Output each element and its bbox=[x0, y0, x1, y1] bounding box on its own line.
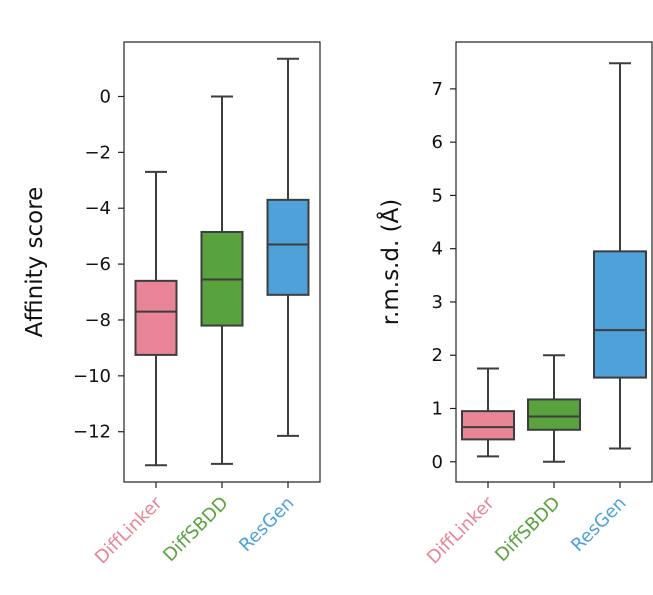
y-tick-label: 2 bbox=[432, 345, 443, 366]
box-difflinker bbox=[461, 410, 515, 441]
y-tick-label: −4 bbox=[84, 198, 111, 219]
x-category-label: ResGen bbox=[235, 493, 298, 556]
x-category-label: DiffSBDD bbox=[491, 493, 564, 566]
y-tick-label: −12 bbox=[73, 422, 111, 443]
affinity-panel: 0 −2 −4 −6 −8 −10 −12 Affinity score DiffLinkerD… bbox=[22, 41, 321, 568]
box-difflinker bbox=[134, 279, 178, 356]
y-tick-label: 0 bbox=[432, 452, 443, 473]
y-tick-label: 4 bbox=[432, 239, 443, 260]
y-tick-label: −6 bbox=[84, 254, 111, 275]
y-tick-label: 3 bbox=[432, 292, 443, 313]
box-resgen bbox=[593, 250, 647, 379]
y-tick-label: −8 bbox=[84, 310, 111, 331]
x-category-label: DiffLinker bbox=[423, 492, 499, 568]
y-tick-label: 5 bbox=[432, 185, 443, 206]
box-diffsbdd bbox=[527, 398, 581, 431]
y-tick-label: 0 bbox=[100, 86, 111, 107]
x-category-label: DiffLinker bbox=[91, 492, 167, 568]
x-category-label: DiffSBDD bbox=[159, 493, 232, 566]
box-resgen bbox=[266, 198, 310, 296]
y-tick-label: 7 bbox=[432, 79, 443, 100]
x-category-label: ResGen bbox=[567, 493, 630, 556]
y-tick-label: −2 bbox=[84, 142, 111, 163]
y-tick-label: 6 bbox=[432, 132, 443, 153]
y-axis-title: Affinity score bbox=[22, 187, 48, 338]
y-tick-label: 1 bbox=[432, 398, 443, 419]
y-axis-title: r.m.s.d. (Å) bbox=[376, 199, 404, 326]
y-tick-label: −10 bbox=[73, 366, 111, 387]
